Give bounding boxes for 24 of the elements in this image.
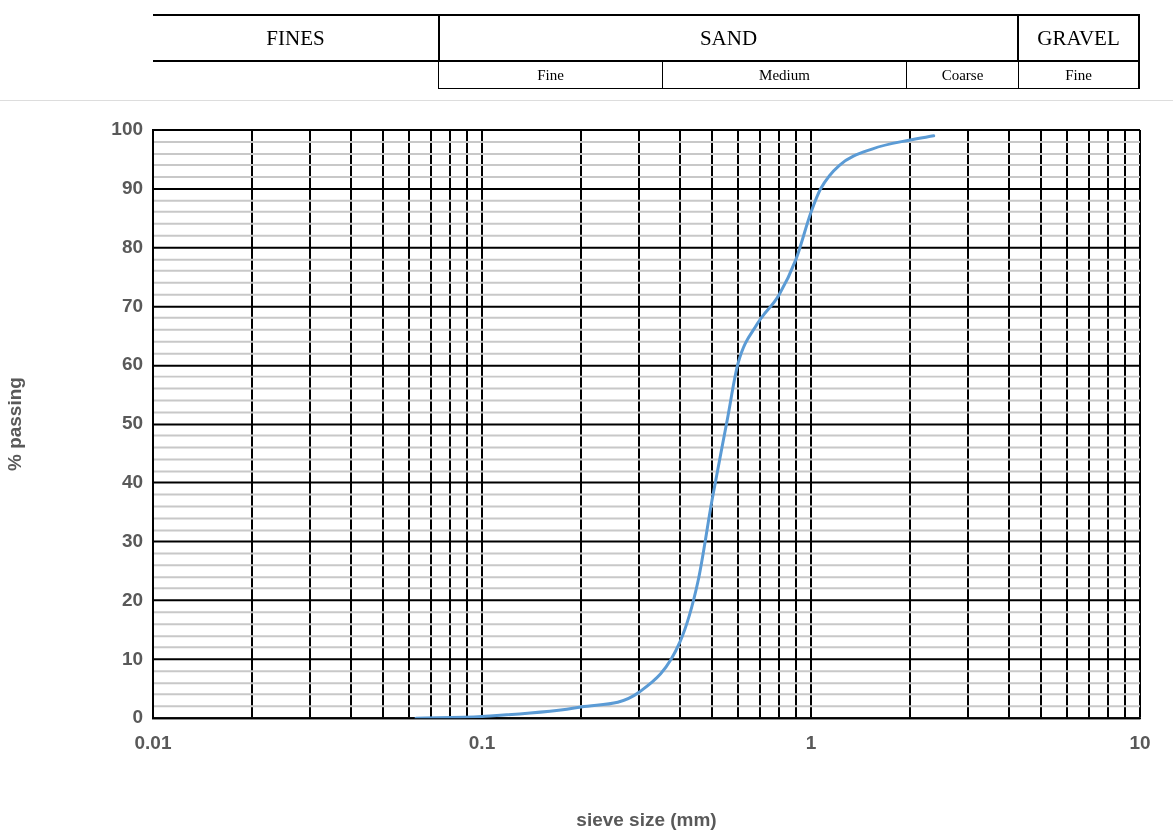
text: Coarse xyxy=(906,62,1019,89)
y-tick-label: 0 xyxy=(132,706,143,728)
text: Medium xyxy=(663,62,906,89)
text: Fine xyxy=(438,62,663,89)
y-tick-label: 70 xyxy=(121,294,143,316)
y-tick-label: 90 xyxy=(121,177,143,199)
x-axis-title: sieve size (mm) xyxy=(576,808,717,830)
x-tick-label: 0.1 xyxy=(468,731,496,753)
y-tick-label: 20 xyxy=(121,588,143,610)
text: FINES xyxy=(153,14,438,62)
text: SAND xyxy=(438,14,1019,62)
y-tick-label: 40 xyxy=(121,471,143,493)
x-tick-label: 10 xyxy=(1129,731,1151,753)
y-tick-label: 30 xyxy=(121,529,143,551)
text: Fine xyxy=(1019,62,1140,89)
y-tick-label: 50 xyxy=(121,412,143,434)
y-tick-label: 60 xyxy=(121,353,143,375)
x-tick-label: 0.01 xyxy=(134,731,172,753)
y-tick-label: 10 xyxy=(121,647,143,669)
x-tick-label: 1 xyxy=(805,731,817,753)
y-tick-label: 100 xyxy=(111,118,143,140)
y-tick-label: 80 xyxy=(121,235,143,257)
text: GRAVEL xyxy=(1019,14,1140,62)
y-axis-title: % passing xyxy=(3,377,25,471)
